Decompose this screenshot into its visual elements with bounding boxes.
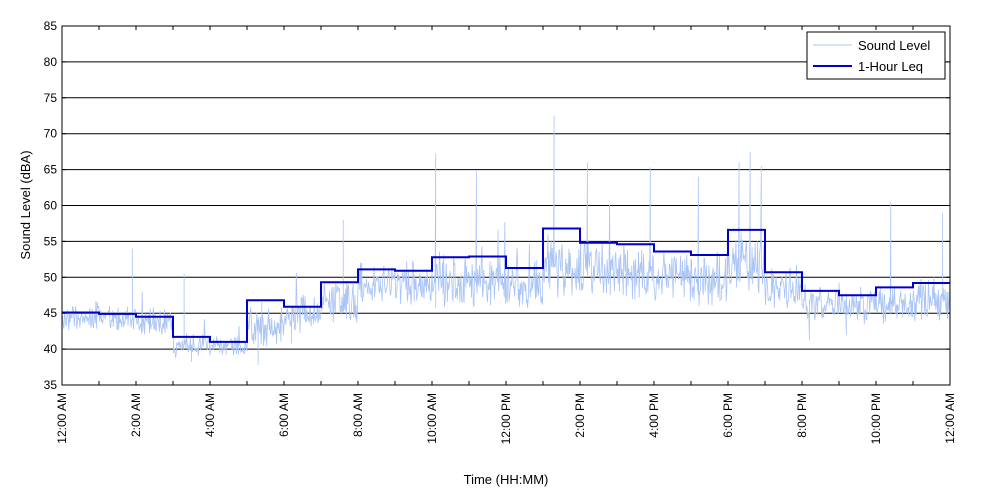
y-tick-label: 40: [44, 342, 58, 356]
x-tick-label: 8:00 AM: [351, 393, 365, 437]
x-tick-label: 6:00 AM: [277, 393, 291, 437]
x-tick-label: 8:00 PM: [795, 393, 809, 438]
legend-label-1-hour-leq: 1-Hour Leq: [858, 59, 923, 74]
y-tick-label: 35: [44, 378, 58, 392]
x-tick-label: 12:00 AM: [55, 393, 69, 444]
y-axis-label: Sound Level (dBA): [18, 150, 33, 259]
y-tick-label: 75: [44, 91, 58, 105]
y-axis-ticks: 35 40 45 50 55 60 65 70 75 80 85: [44, 19, 950, 392]
x-tick-label: 4:00 PM: [647, 393, 661, 438]
y-tick-label: 85: [44, 19, 58, 33]
x-tick-label: 2:00 AM: [129, 393, 143, 437]
x-tick-label: 2:00 PM: [573, 393, 587, 438]
y-tick-label: 80: [44, 55, 58, 69]
y-tick-label: 50: [44, 270, 58, 284]
series-1-hour-leq: [62, 227, 950, 343]
leq-step-line: [62, 227, 950, 343]
legend-label-sound-level: Sound Level: [858, 38, 930, 53]
y-tick-label: 60: [44, 199, 58, 213]
x-axis-label: Time (HH:MM): [464, 472, 549, 487]
y-tick-label: 70: [44, 127, 58, 141]
x-tick-label: 4:00 AM: [203, 393, 217, 437]
x-tick-label: 12:00 PM: [499, 393, 513, 444]
x-axis-ticks: 12:00 AM 2:00 AM 4:00 AM 6:00 AM 8:00 AM 10:0…: [55, 26, 957, 444]
x-tick-label: 6:00 PM: [721, 393, 735, 438]
x-tick-label: 10:00 AM: [425, 393, 439, 444]
legend: Sound Level 1-Hour Leq: [806, 31, 946, 80]
sound-level-line: [61, 115, 951, 365]
y-tick-label: 45: [44, 306, 58, 320]
plot-frame: [61, 25, 951, 386]
legend-box: [806, 31, 946, 80]
y-tick-label: 55: [44, 234, 58, 248]
y-tick-label: 65: [44, 163, 58, 177]
series-sound-level: [61, 115, 951, 365]
x-tick-label: 10:00 PM: [869, 393, 883, 444]
x-tick-label: 12:00 AM: [943, 393, 957, 444]
